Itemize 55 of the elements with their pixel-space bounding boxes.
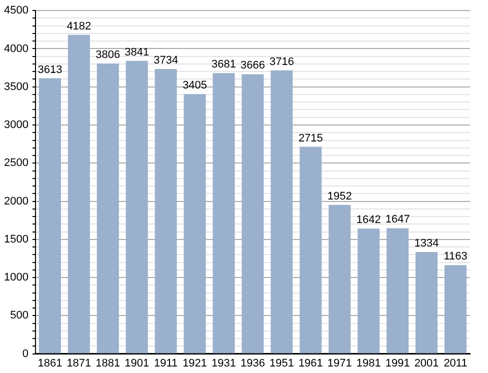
x-tick-label: 1991 (385, 357, 410, 370)
bar (386, 228, 409, 354)
data-label: 1952 (327, 190, 352, 202)
bar (68, 34, 90, 354)
bar (184, 94, 206, 354)
bar (242, 74, 264, 354)
bar (38, 78, 61, 354)
data-label: 1647 (385, 214, 410, 226)
bar (416, 252, 438, 354)
y-tick-label: 2000 (4, 195, 28, 208)
x-tick-label: 1981 (356, 357, 381, 370)
x-tick-label: 1871 (66, 357, 92, 370)
x-tick-label: 1921 (182, 357, 208, 370)
y-tick-label: 0 (22, 348, 28, 360)
x-tick-label: 1961 (298, 357, 323, 370)
bar (270, 70, 293, 354)
data-label: 3666 (240, 60, 265, 72)
y-tick-label: 3000 (4, 119, 28, 132)
x-tick-label: 1881 (96, 357, 120, 370)
bar (126, 60, 148, 354)
data-label: 1642 (356, 214, 381, 226)
data-label: 3681 (212, 58, 236, 71)
x-tick-label: 2001 (414, 357, 439, 370)
bar (300, 146, 322, 354)
y-tick-label: 4500 (4, 4, 28, 17)
data-label: 3613 (38, 64, 62, 76)
x-tick-label: 1901 (124, 357, 150, 370)
data-label: 3405 (182, 80, 208, 92)
x-tick-label: 1931 (212, 357, 236, 370)
data-label: 1163 (444, 250, 468, 263)
x-tick-label: 1971 (327, 357, 352, 370)
data-label: 4182 (66, 20, 92, 32)
bar (444, 265, 467, 354)
y-tick-label: 3500 (4, 80, 28, 93)
bar (328, 204, 351, 354)
y-tick-label: 500 (10, 310, 28, 322)
bar (212, 73, 235, 354)
data-label: 1334 (414, 238, 439, 250)
data-label: 3841 (124, 46, 150, 58)
y-tick-label: 1000 (4, 272, 28, 284)
data-label: 2715 (298, 132, 323, 144)
x-tick-label: 1861 (38, 357, 62, 370)
bar (154, 69, 177, 354)
data-label: 3716 (269, 56, 294, 68)
x-tick-label: 1911 (154, 357, 178, 370)
y-tick-label: 2500 (4, 157, 28, 170)
x-tick-label: 1951 (269, 357, 294, 370)
bar (358, 228, 380, 354)
data-label: 3806 (96, 49, 120, 62)
x-tick-label: 2011 (444, 357, 468, 370)
y-tick-label: 1500 (4, 233, 28, 246)
bar (96, 64, 119, 354)
data-label: 3734 (154, 54, 178, 67)
x-tick-label: 1936 (240, 357, 265, 370)
y-tick-label: 4000 (4, 42, 28, 55)
